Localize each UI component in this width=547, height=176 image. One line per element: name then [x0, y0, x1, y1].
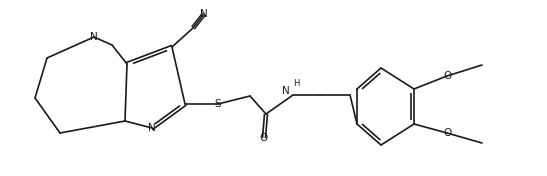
- Text: N: N: [148, 123, 156, 133]
- Text: O: O: [443, 128, 451, 138]
- Text: S: S: [214, 99, 222, 109]
- Text: O: O: [443, 71, 451, 81]
- Text: N: N: [282, 86, 290, 96]
- Text: O: O: [260, 133, 268, 143]
- Text: N: N: [200, 9, 208, 19]
- Text: N: N: [90, 32, 98, 42]
- Text: H: H: [293, 80, 299, 89]
